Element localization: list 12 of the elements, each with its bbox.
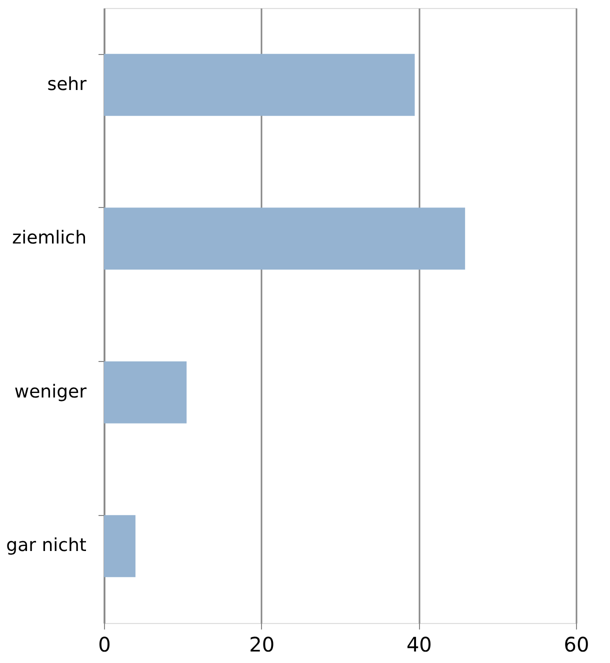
x-tick-label: 60 [564, 632, 590, 656]
bar [104, 54, 415, 116]
y-tick-label: sehr [47, 74, 88, 95]
bar [104, 515, 136, 578]
x-tick-label: 20 [249, 632, 275, 656]
bar [104, 361, 187, 424]
x-tick-label: 40 [406, 632, 432, 656]
x-tick-label: 0 [98, 632, 111, 656]
y-tick-label: ziemlich [12, 228, 86, 249]
bar [104, 208, 466, 270]
y-tick-label: gar nicht [6, 535, 86, 556]
y-tick-label: weniger [14, 381, 88, 402]
